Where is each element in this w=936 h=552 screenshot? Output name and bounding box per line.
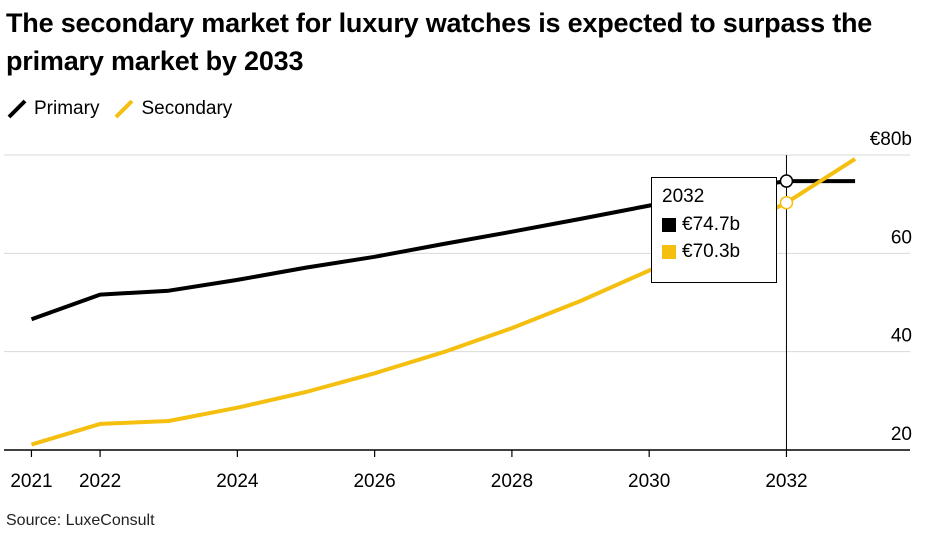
legend-item-primary[interactable]: Primary [6,98,99,120]
x-tick-label-2028: 2028 [491,471,533,492]
tooltip-year: 2032 [662,186,705,207]
legend-swatch-primary [7,99,27,119]
y-tick-label-80: €80b [870,129,912,150]
tooltip-value-primary: €74.7b [682,214,741,235]
y-tick-label-40: 40 [891,326,912,347]
tooltip-row-primary: €74.7b [662,214,766,236]
y-tick-label-60: 60 [891,227,912,248]
x-tick-label-2021: 2021 [10,471,52,492]
x-tick-label-2026: 2026 [353,471,395,492]
x-tick-label-2032: 2032 [765,471,807,492]
tooltip-swatch-primary [662,218,676,232]
hover-marker-primary [779,174,794,188]
tooltip-swatch-secondary [662,245,676,259]
legend-label-secondary: Secondary [141,98,233,119]
legend-label-primary: Primary [34,98,100,119]
y-tick-label-20: 20 [891,424,912,445]
legend: Primary Secondary [6,96,246,122]
x-tick-label-2024: 2024 [216,471,259,492]
tooltip-row-secondary: €70.3b [662,241,766,263]
legend-swatch-secondary [115,99,134,119]
x-tick-label-2022: 2022 [79,471,121,492]
source-note: Source: LuxeConsult [6,512,155,529]
hover-tooltip: 2032 €74.7b €70.3b [651,177,777,283]
x-tick-label-2030: 2030 [628,471,670,492]
hover-marker-secondary [779,195,794,210]
legend-item-secondary[interactable]: Secondary [113,98,232,120]
chart-title: The secondary market for luxury watches … [6,8,873,76]
tooltip-value-secondary: €70.3b [682,241,741,262]
